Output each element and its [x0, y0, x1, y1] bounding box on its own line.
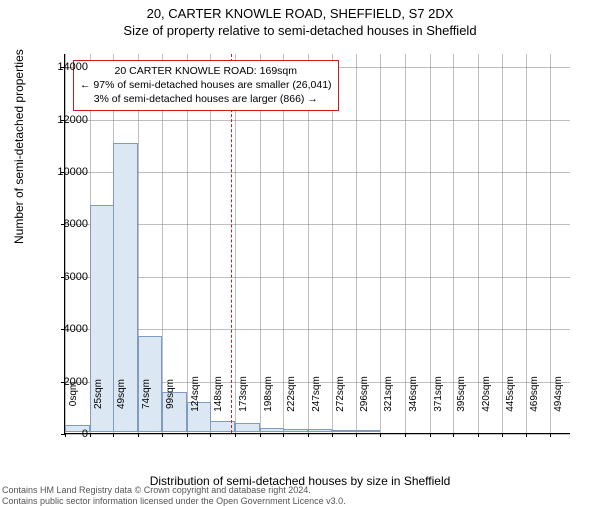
x-tick-label: 25sqm	[93, 379, 104, 409]
footer-line-2: Contains public sector information licen…	[2, 496, 346, 506]
gridline-vertical	[405, 54, 406, 433]
x-tick-label: 124sqm	[190, 376, 201, 412]
annotation-line: ← 97% of semi-detached houses are smalle…	[80, 78, 332, 92]
y-axis-title: Number of semi-detached properties	[12, 49, 26, 244]
gridline-vertical	[453, 54, 454, 433]
x-tick-label: 494sqm	[553, 376, 564, 412]
x-tick-mark	[550, 433, 551, 437]
gridline-vertical	[380, 54, 381, 433]
gridline-vertical	[283, 54, 284, 433]
annotation-box: 20 CARTER KNOWLE ROAD: 169sqm← 97% of se…	[73, 60, 339, 111]
x-tick-mark	[187, 433, 188, 437]
gridline-vertical	[478, 54, 479, 433]
gridline-vertical	[356, 54, 357, 433]
x-tick-mark	[502, 433, 503, 437]
x-tick-label: 148sqm	[213, 376, 224, 412]
x-tick-mark	[380, 433, 381, 437]
x-tick-mark	[308, 433, 309, 437]
x-tick-label: 346sqm	[408, 376, 419, 412]
gridline-horizontal	[65, 329, 570, 330]
x-tick-label: 198sqm	[263, 376, 274, 412]
y-tick-label: 4000	[38, 323, 88, 335]
histogram-bar	[235, 423, 260, 432]
x-tick-label: 74sqm	[141, 379, 152, 409]
gridline-horizontal	[65, 120, 570, 121]
page-title: 20, CARTER KNOWLE ROAD, SHEFFIELD, S7 2D…	[0, 6, 600, 21]
histogram-bar	[260, 428, 285, 432]
x-tick-label: 173sqm	[238, 376, 249, 412]
x-tick-mark	[478, 433, 479, 437]
gridline-horizontal	[65, 172, 570, 173]
x-tick-label: 371sqm	[433, 376, 444, 412]
gridline-vertical	[550, 54, 551, 433]
x-tick-label: 469sqm	[529, 376, 540, 412]
gridline-horizontal	[65, 224, 570, 225]
x-tick-label: 247sqm	[311, 376, 322, 412]
x-tick-label: 296sqm	[359, 376, 370, 412]
x-tick-mark	[356, 433, 357, 437]
x-tick-label: 445sqm	[505, 376, 516, 412]
gridline-vertical	[332, 54, 333, 433]
x-tick-mark	[113, 433, 114, 437]
x-tick-mark	[162, 433, 163, 437]
footer-line-1: Contains HM Land Registry data © Crown c…	[2, 485, 346, 495]
x-tick-label: 395sqm	[456, 376, 467, 412]
gridline-vertical	[430, 54, 431, 433]
footer-attribution: Contains HM Land Registry data © Crown c…	[2, 485, 346, 506]
x-tick-label: 321sqm	[383, 376, 394, 412]
x-tick-mark	[430, 433, 431, 437]
gridline-horizontal	[65, 434, 570, 435]
gridline-horizontal	[65, 277, 570, 278]
x-tick-mark	[90, 433, 91, 437]
x-tick-label: 222sqm	[286, 376, 297, 412]
y-tick-label: 14000	[38, 61, 88, 73]
histogram-bar	[308, 429, 333, 432]
x-tick-mark	[235, 433, 236, 437]
x-tick-mark	[332, 433, 333, 437]
gridline-vertical	[260, 54, 261, 433]
x-tick-label: 49sqm	[116, 379, 127, 409]
histogram-bar	[356, 430, 381, 432]
x-tick-label: 99sqm	[165, 379, 176, 409]
gridline-vertical	[526, 54, 527, 433]
gridline-vertical	[162, 54, 163, 433]
reference-line	[231, 54, 232, 433]
x-tick-mark	[405, 433, 406, 437]
page-subtitle: Size of property relative to semi-detach…	[0, 23, 600, 38]
y-tick-label: 12000	[38, 114, 88, 126]
histogram-bar	[332, 430, 357, 432]
annotation-line: 3% of semi-detached houses are larger (8…	[80, 92, 332, 106]
gridline-vertical	[187, 54, 188, 433]
histogram-bar	[283, 429, 308, 432]
x-tick-label: 420sqm	[481, 376, 492, 412]
annotation-line: 20 CARTER KNOWLE ROAD: 169sqm	[80, 64, 332, 78]
gridline-vertical	[308, 54, 309, 433]
x-tick-mark	[283, 433, 284, 437]
x-tick-mark	[138, 433, 139, 437]
y-tick-label: 2000	[38, 376, 88, 388]
gridline-vertical	[210, 54, 211, 433]
y-tick-label: 6000	[38, 271, 88, 283]
x-tick-mark	[260, 433, 261, 437]
x-tick-mark	[453, 433, 454, 437]
gridline-vertical	[502, 54, 503, 433]
y-tick-label: 0	[38, 428, 88, 440]
y-tick-label: 10000	[38, 166, 88, 178]
y-tick-label: 8000	[38, 218, 88, 230]
x-tick-label: 0sqm	[68, 382, 79, 406]
x-tick-label: 272sqm	[335, 376, 346, 412]
gridline-vertical	[235, 54, 236, 433]
x-tick-mark	[210, 433, 211, 437]
x-tick-mark	[526, 433, 527, 437]
